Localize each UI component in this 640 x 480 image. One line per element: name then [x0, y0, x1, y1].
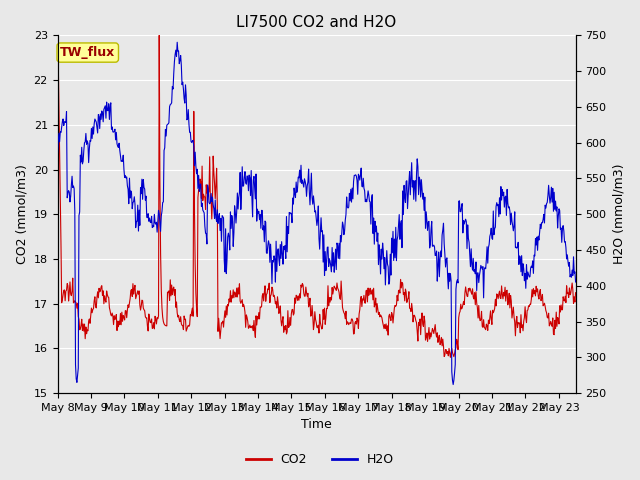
- X-axis label: Time: Time: [301, 419, 332, 432]
- Text: TW_flux: TW_flux: [60, 46, 115, 59]
- Y-axis label: H2O (mmol/m3): H2O (mmol/m3): [612, 164, 625, 264]
- Y-axis label: CO2 (mmol/m3): CO2 (mmol/m3): [15, 164, 28, 264]
- Legend: CO2, H2O: CO2, H2O: [241, 448, 399, 471]
- Title: LI7500 CO2 and H2O: LI7500 CO2 and H2O: [236, 15, 397, 30]
